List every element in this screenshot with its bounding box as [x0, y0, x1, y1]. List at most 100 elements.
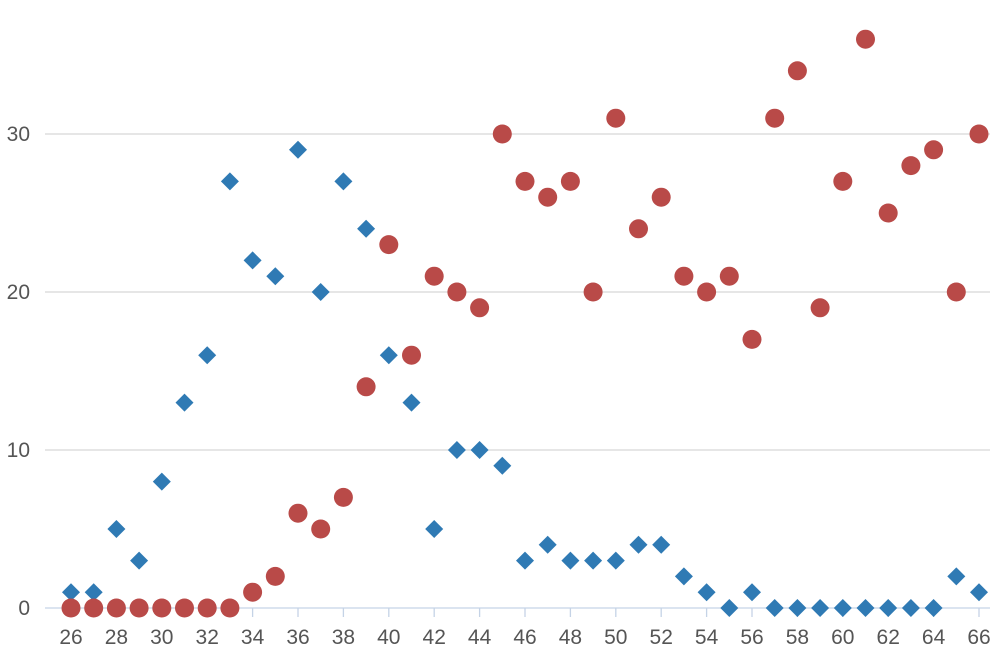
x-tick-label-48: 48: [559, 626, 582, 649]
point-circle-x35: [265, 566, 285, 586]
point-circle-x57: [765, 108, 785, 128]
x-tick-label-36: 36: [286, 626, 309, 649]
point-diamond-x41: [402, 393, 421, 412]
y-tick-label-0: 0: [18, 597, 30, 620]
point-circle-x50: [606, 108, 626, 128]
series-2-circle-points: [61, 29, 989, 618]
point-diamond-x27: [84, 583, 103, 602]
x-tick-label-42: 42: [423, 626, 446, 649]
point-diamond-x59: [811, 599, 830, 617]
point-diamond-x53: [674, 567, 693, 586]
x-tick-label-32: 32: [196, 626, 219, 649]
point-circle-x29: [129, 598, 149, 618]
point-diamond-x35: [266, 267, 285, 286]
point-circle-x43: [447, 282, 467, 302]
point-circle-x60: [833, 171, 853, 191]
point-diamond-x45: [493, 456, 512, 475]
point-circle-x41: [402, 345, 421, 365]
x-tick-label-40: 40: [377, 626, 400, 649]
point-circle-x31: [175, 598, 194, 618]
point-diamond-x33: [220, 172, 239, 191]
point-circle-x30: [152, 598, 172, 618]
point-circle-x32: [197, 598, 217, 618]
point-diamond-x60: [833, 599, 852, 617]
point-circle-x40: [379, 235, 399, 255]
point-circle-x56: [742, 329, 762, 349]
x-axis-tick-labels: 26 28 30 32 34 36 38 40 42 44 46 48 50 52 54 56 58 60 62 64…: [59, 626, 990, 649]
point-circle-x54: [697, 282, 717, 302]
x-tick-label-26: 26: [59, 626, 82, 649]
point-diamond-x28: [107, 520, 126, 538]
point-circle-x53: [674, 266, 694, 286]
x-tick-label-60: 60: [831, 626, 854, 649]
point-diamond-x65: [947, 567, 966, 586]
point-diamond-x26: [62, 583, 80, 602]
x-tick-label-64: 64: [922, 626, 946, 649]
point-diamond-x50: [606, 551, 625, 570]
point-circle-x36: [288, 503, 308, 523]
point-circle-x46: [515, 171, 535, 191]
point-circle-x47: [538, 187, 558, 207]
point-circle-x66: [969, 124, 989, 144]
y-tick-label-20: 20: [7, 281, 30, 304]
x-tick-label-50: 50: [604, 626, 627, 649]
point-circle-x61: [856, 29, 875, 49]
point-circle-x26: [61, 598, 81, 618]
point-diamond-x37: [311, 283, 330, 301]
data-series: [61, 29, 989, 618]
x-tick-label-54: 54: [695, 626, 719, 649]
point-diamond-x39: [357, 219, 376, 238]
point-circle-x62: [878, 203, 898, 223]
point-circle-x49: [583, 282, 603, 302]
point-circle-x59: [810, 298, 830, 318]
point-diamond-x51: [629, 535, 648, 554]
y-axis-tick-labels: 0 10 20 30: [7, 123, 30, 620]
x-tick-label-56: 56: [740, 626, 763, 649]
point-diamond-x38: [334, 172, 353, 191]
grid-lines: [45, 133, 990, 451]
point-diamond-x30: [152, 472, 171, 491]
x-tick-label-34: 34: [241, 626, 265, 649]
point-diamond-x47: [538, 535, 557, 554]
point-diamond-x63: [901, 599, 920, 617]
point-circle-x34: [243, 582, 263, 602]
point-diamond-x58: [788, 599, 807, 617]
point-circle-x42: [424, 266, 444, 286]
point-diamond-x46: [516, 551, 534, 570]
point-diamond-x31: [175, 393, 194, 412]
point-circle-x45: [492, 124, 512, 144]
point-diamond-x42: [425, 520, 444, 538]
point-circle-x28: [106, 598, 126, 618]
point-diamond-x66: [970, 583, 988, 602]
point-circle-x63: [901, 156, 921, 176]
point-circle-x33: [220, 598, 240, 618]
point-diamond-x43: [447, 441, 466, 459]
x-tick-label-66: 66: [967, 626, 990, 649]
point-circle-x38: [333, 487, 353, 507]
x-tick-label-44: 44: [468, 626, 492, 649]
x-tick-label-28: 28: [105, 626, 128, 649]
point-diamond-x29: [130, 551, 149, 570]
point-circle-x52: [651, 187, 671, 207]
point-diamond-x56: [743, 583, 761, 602]
point-diamond-x44: [470, 441, 489, 459]
point-circle-x48: [560, 171, 580, 191]
point-diamond-x57: [765, 599, 784, 617]
point-diamond-x36: [289, 140, 307, 159]
x-tick-label-38: 38: [332, 626, 355, 649]
point-circle-x58: [787, 61, 807, 81]
point-diamond-x49: [584, 551, 603, 570]
x-tick-label-58: 58: [786, 626, 809, 649]
series-1-diamond-points: [62, 140, 988, 617]
point-diamond-x54: [697, 583, 716, 602]
x-tick-label-52: 52: [650, 626, 673, 649]
point-circle-x39: [356, 377, 376, 397]
point-circle-x37: [311, 519, 331, 539]
point-diamond-x40: [379, 346, 398, 365]
x-tick-label-62: 62: [877, 626, 900, 649]
point-diamond-x62: [879, 599, 898, 617]
point-circle-x65: [946, 282, 966, 302]
x-tick-label-30: 30: [150, 626, 173, 649]
